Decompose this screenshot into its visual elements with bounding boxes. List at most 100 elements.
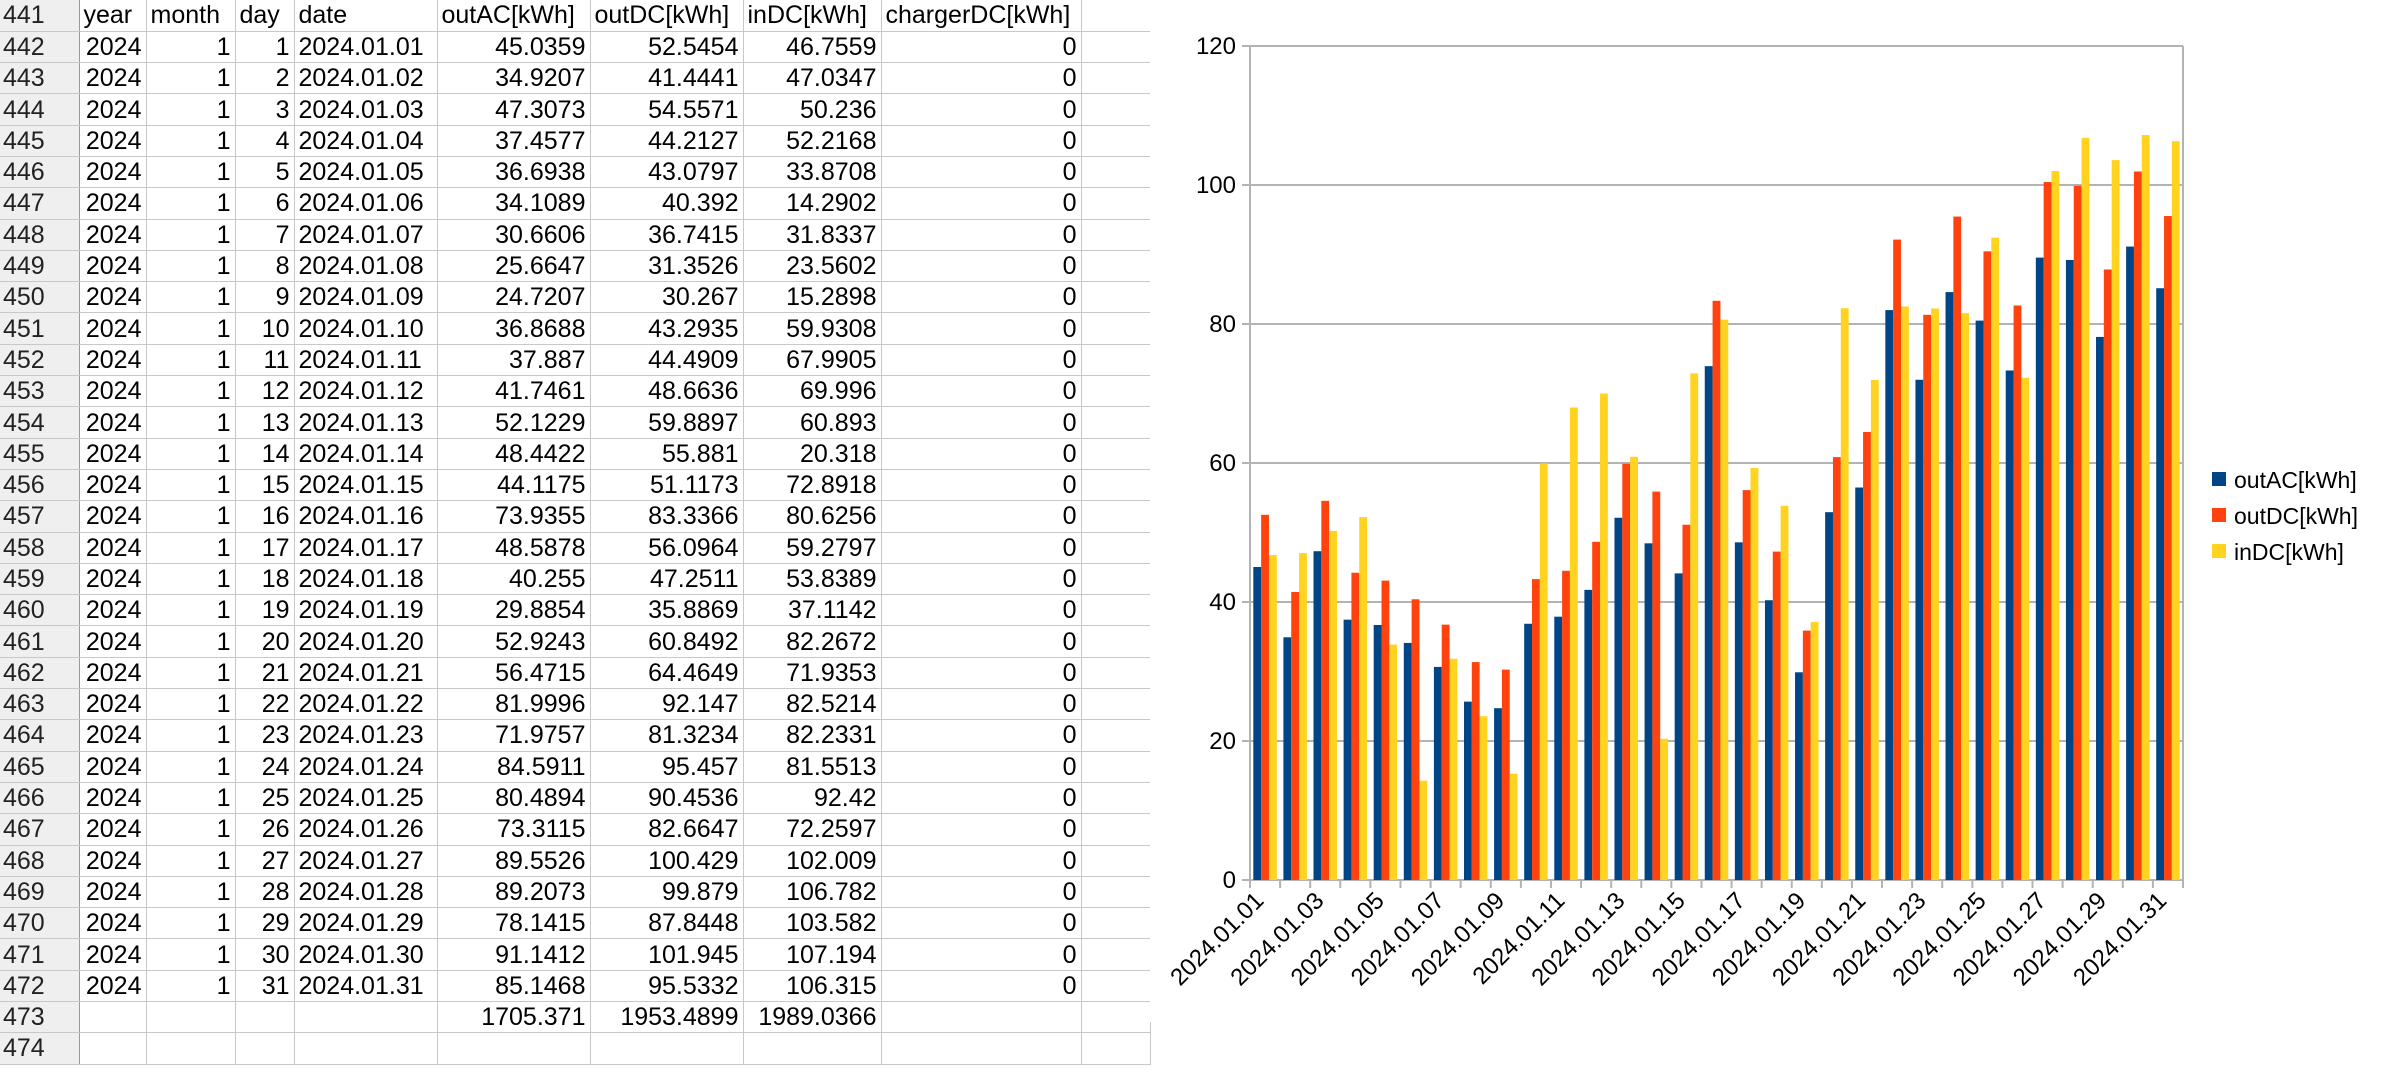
cell[interactable]: 0 (881, 187, 1082, 220)
cell[interactable]: 2024.01.09 (294, 281, 438, 314)
cell[interactable]: 2024 (79, 312, 147, 345)
cell[interactable]: 2024.01.19 (294, 594, 438, 627)
cell[interactable]: 1 (146, 970, 236, 1003)
cell[interactable] (1081, 751, 1151, 783)
cell[interactable]: 2024 (79, 156, 147, 189)
cell[interactable]: 0 (881, 219, 1082, 251)
column-header-cell[interactable]: year (79, 0, 147, 32)
cell[interactable]: 82.2672 (743, 625, 882, 658)
cell[interactable] (1081, 125, 1151, 157)
cell[interactable]: 2024 (79, 907, 147, 940)
cell[interactable] (1081, 219, 1151, 251)
cell[interactable]: 23.5602 (743, 250, 882, 283)
cell[interactable] (1081, 688, 1151, 721)
row-header[interactable]: 446 (0, 156, 80, 189)
row-header[interactable]: 471 (0, 938, 80, 971)
cell[interactable]: 1 (146, 751, 236, 783)
cell[interactable]: 0 (881, 312, 1082, 345)
cell[interactable]: 0 (881, 563, 1082, 596)
cell[interactable]: 0 (881, 657, 1082, 690)
row-header[interactable]: 450 (0, 281, 80, 314)
row-header[interactable]: 469 (0, 876, 80, 909)
cell[interactable]: 83.3366 (590, 500, 744, 533)
cell[interactable]: 0 (881, 782, 1082, 815)
cell[interactable]: 10 (235, 312, 295, 345)
cell[interactable]: 2024 (79, 406, 147, 439)
cell[interactable]: 92.147 (590, 688, 744, 721)
cell[interactable]: 23 (235, 719, 295, 752)
cell[interactable]: 1705.371 (437, 1001, 591, 1034)
cell[interactable]: 0 (881, 688, 1082, 721)
cell[interactable]: 1 (146, 594, 236, 627)
cell[interactable]: 0 (881, 31, 1082, 64)
cell[interactable]: 56.4715 (437, 657, 591, 690)
cell[interactable]: 1 (146, 62, 236, 95)
cell[interactable]: 37.1142 (743, 594, 882, 627)
cell[interactable]: 26 (235, 813, 295, 846)
row-header[interactable]: 448 (0, 219, 80, 251)
cell[interactable] (1081, 813, 1151, 846)
cell[interactable]: 5 (235, 156, 295, 189)
column-header-cell[interactable]: inDC[kWh] (743, 0, 882, 32)
cell[interactable]: 1 (235, 31, 295, 64)
column-header-cell[interactable]: date (294, 0, 438, 32)
row-header[interactable]: 449 (0, 250, 80, 283)
cell[interactable]: 9 (235, 281, 295, 314)
cell[interactable]: 85.1468 (437, 970, 591, 1003)
cell[interactable]: 2 (235, 62, 295, 95)
cell[interactable]: 14 (235, 438, 295, 470)
cell[interactable] (1081, 406, 1151, 439)
cell[interactable]: 2024 (79, 500, 147, 533)
cell[interactable]: 1 (146, 907, 236, 940)
cell[interactable]: 31 (235, 970, 295, 1003)
cell[interactable]: 72.2597 (743, 813, 882, 846)
cell[interactable]: 13 (235, 406, 295, 439)
row-header[interactable]: 447 (0, 187, 80, 220)
row-header[interactable]: 455 (0, 438, 80, 470)
cell[interactable]: 59.9308 (743, 312, 882, 345)
cell[interactable]: 0 (881, 876, 1082, 909)
cell[interactable]: 2024.01.14 (294, 438, 438, 470)
cell[interactable]: 2024 (79, 688, 147, 721)
cell[interactable] (294, 1032, 438, 1065)
row-header[interactable]: 461 (0, 625, 80, 658)
cell[interactable]: 20.318 (743, 438, 882, 470)
cell[interactable]: 67.9905 (743, 344, 882, 377)
cell[interactable]: 2024 (79, 31, 147, 64)
cell[interactable]: 11 (235, 344, 295, 377)
cell[interactable]: 2024 (79, 219, 147, 251)
cell[interactable]: 30 (235, 938, 295, 971)
column-header-cell[interactable]: chargerDC[kWh] (881, 0, 1082, 32)
cell[interactable]: 59.8897 (590, 406, 744, 439)
cell[interactable]: 81.9996 (437, 688, 591, 721)
cell[interactable]: 73.9355 (437, 500, 591, 533)
cell[interactable] (1081, 375, 1151, 408)
cell[interactable]: 25 (235, 782, 295, 815)
cell[interactable]: 0 (881, 375, 1082, 408)
cell[interactable] (146, 1001, 236, 1034)
cell[interactable]: 1 (146, 625, 236, 658)
cell[interactable] (1081, 719, 1151, 752)
cell[interactable] (1081, 281, 1151, 314)
cell[interactable]: 2024.01.26 (294, 813, 438, 846)
cell[interactable]: 89.2073 (437, 876, 591, 909)
cell[interactable]: 101.945 (590, 938, 744, 971)
cell[interactable]: 81.5513 (743, 751, 882, 783)
cell[interactable]: 2024.01.17 (294, 532, 438, 564)
row-header[interactable]: 456 (0, 469, 80, 502)
cell[interactable]: 0 (881, 406, 1082, 439)
cell[interactable] (881, 1032, 1082, 1065)
cell[interactable]: 2024 (79, 93, 147, 126)
cell[interactable] (1081, 500, 1151, 533)
cell[interactable] (1081, 657, 1151, 690)
row-header[interactable]: 466 (0, 782, 80, 815)
cell[interactable]: 34.9207 (437, 62, 591, 95)
cell[interactable]: 27 (235, 845, 295, 877)
cell[interactable]: 0 (881, 970, 1082, 1003)
cell[interactable]: 103.582 (743, 907, 882, 940)
cell[interactable]: 30.6606 (437, 219, 591, 251)
cell[interactable]: 56.0964 (590, 532, 744, 564)
cell[interactable]: 1 (146, 813, 236, 846)
cell[interactable]: 71.9353 (743, 657, 882, 690)
cell[interactable]: 0 (881, 532, 1082, 564)
